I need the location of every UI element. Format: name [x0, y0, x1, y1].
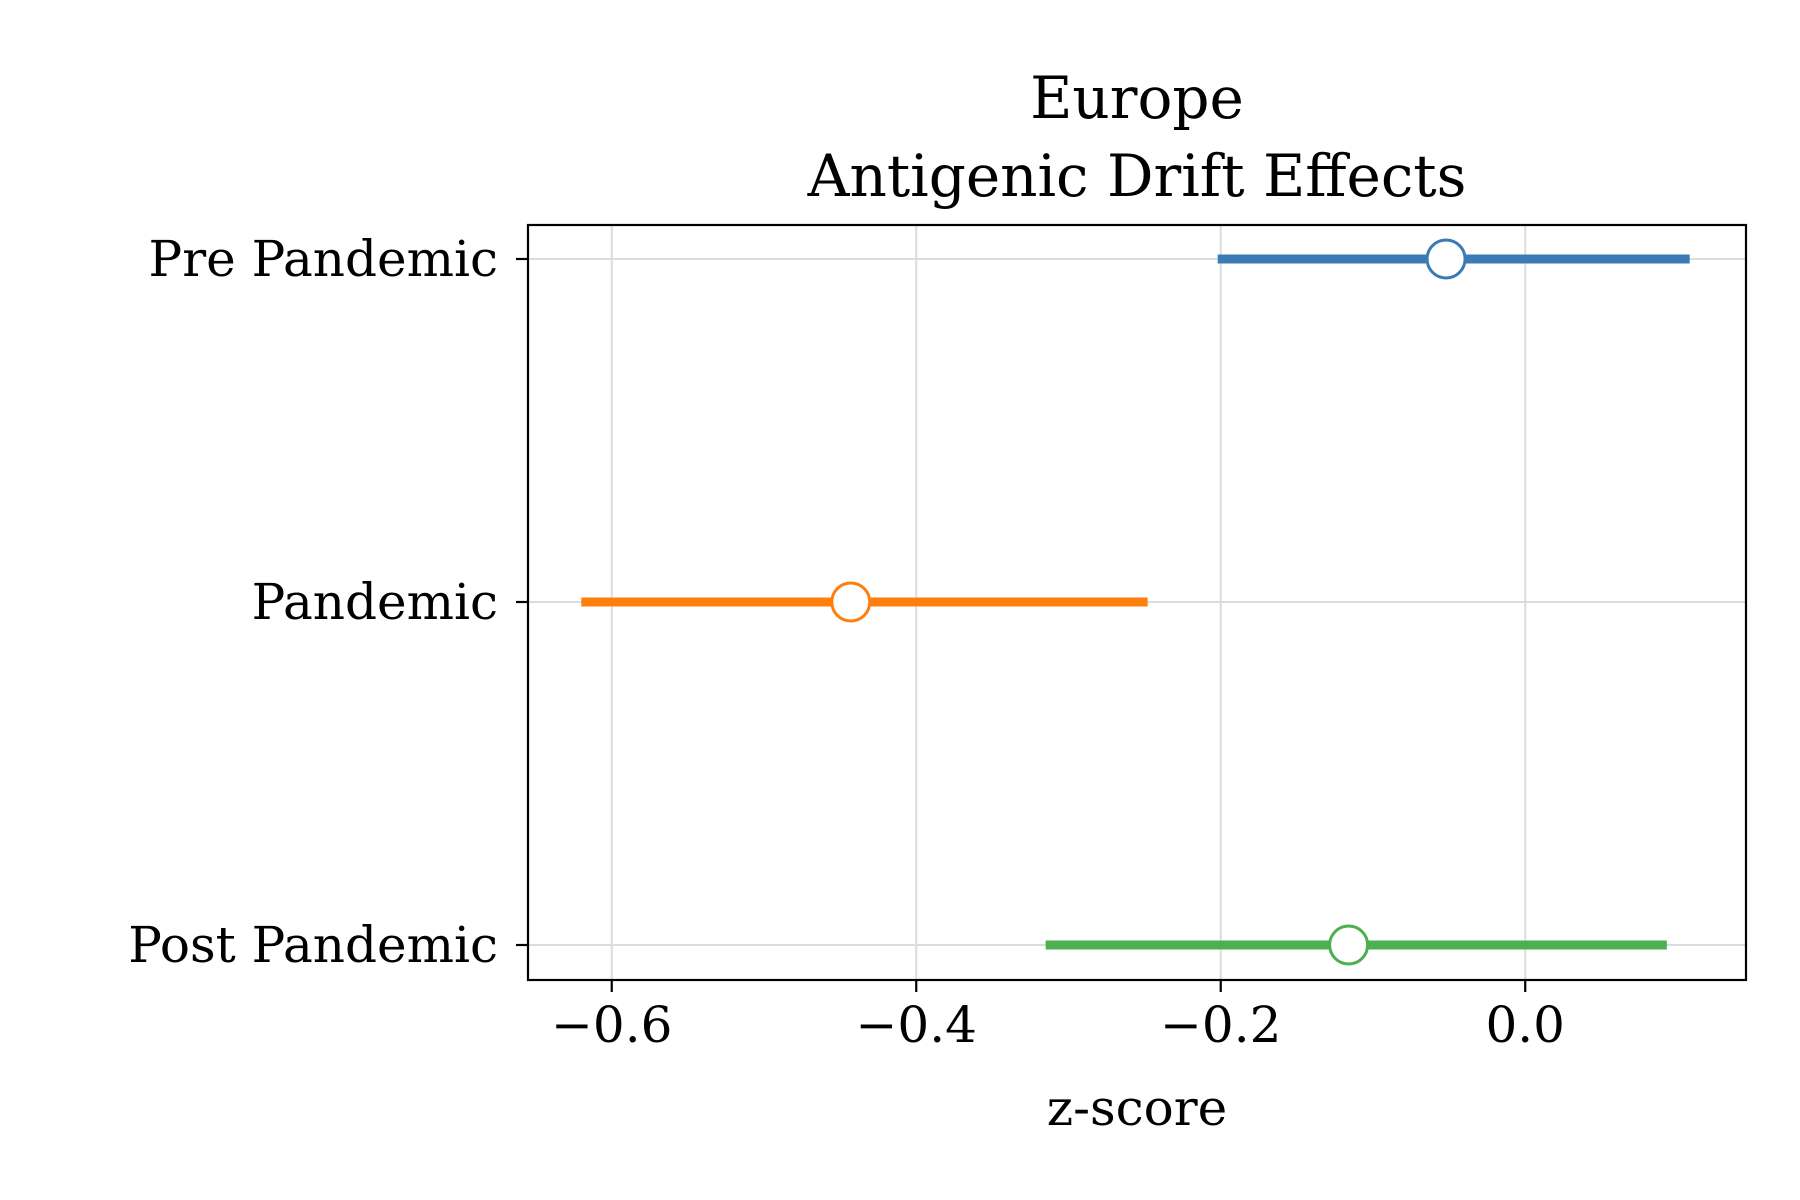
x-tick-label: −0.4 [856, 996, 977, 1054]
axis-ticks [516, 257, 1527, 992]
x-tick-label: −0.6 [551, 996, 672, 1054]
x-axis-label: z-score [1047, 1079, 1228, 1137]
point-estimate [830, 581, 872, 623]
y-tick-label: Pre Pandemic [149, 230, 498, 288]
data-layer [581, 238, 1690, 966]
point-estimate [1425, 238, 1467, 280]
x-tick-label: 0.0 [1485, 996, 1565, 1054]
y-tick-label: Pandemic [252, 573, 498, 631]
chart-title-line-1: Europe [1030, 64, 1244, 132]
x-tick-label: −0.2 [1160, 996, 1281, 1054]
point-estimate [1328, 924, 1370, 966]
chart-title-line-2: Antigenic Drift Effects [807, 142, 1467, 210]
y-tick-label: Post Pandemic [128, 916, 498, 974]
